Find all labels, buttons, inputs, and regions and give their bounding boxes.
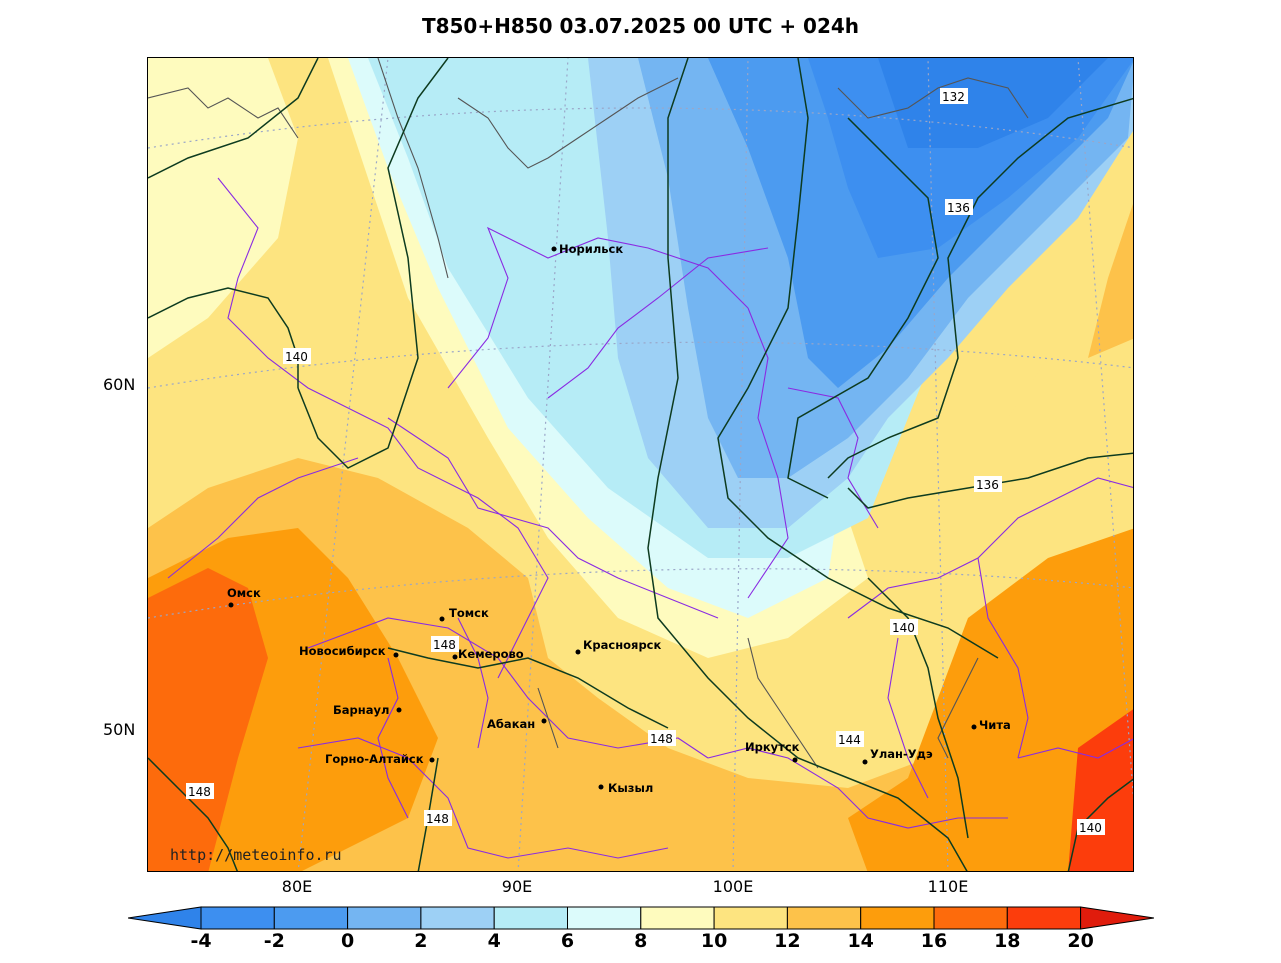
map-area: 132 136 140 136 140 148 148 144 148 148 … <box>147 57 1134 872</box>
contour-label: 148 <box>650 732 673 746</box>
colorbar-segment <box>347 906 422 930</box>
city-label-gorno-altaysk: Горно-Алтайск <box>325 752 424 766</box>
field-16-18-east <box>848 528 1133 871</box>
colorbar-tick-label: 16 <box>920 930 948 952</box>
source-url: http://meteoinfo.ru <box>170 846 342 864</box>
contour-label: 140 <box>892 621 915 635</box>
contour-label: 136 <box>976 478 999 492</box>
city-marker-kyzyl <box>598 784 604 790</box>
city-label-krasnoyarsk: Красноярск <box>583 638 661 652</box>
colorbar-segment <box>567 906 642 930</box>
weather-map: 132 136 140 136 140 148 148 144 148 148 … <box>148 58 1133 871</box>
colorbar-segment <box>786 906 862 930</box>
city-marker-ulan-ude <box>862 759 868 765</box>
contour-label: 148 <box>433 638 456 652</box>
colorbar-segment <box>860 906 935 930</box>
field-nw-pale <box>148 58 298 358</box>
city-marker-krasnoyarsk <box>575 649 581 655</box>
lat-label-60n: 60N <box>103 375 136 394</box>
city-marker-abakan <box>541 718 547 724</box>
city-label-kyzyl: Кызыл <box>608 781 653 795</box>
city-marker-gorno-altaysk <box>429 757 435 763</box>
colorbar-arrow-low <box>128 906 202 930</box>
city-label-abakan: Абакан <box>487 717 535 731</box>
contour-labels: 132 136 140 136 140 148 148 144 148 148 … <box>186 88 1105 835</box>
colorbar-tick-label: -4 <box>190 930 212 952</box>
city-marker-chita <box>971 724 977 730</box>
contour-label: 148 <box>188 785 211 799</box>
contour-label: 132 <box>942 90 965 104</box>
city-label-irkutsk: Иркутск <box>745 740 800 754</box>
city-marker-omsk <box>228 602 234 608</box>
colorbar-segment <box>1006 906 1082 930</box>
colorbar-tick-label: 8 <box>634 930 648 952</box>
city-marker-tomsk <box>439 616 445 622</box>
height-contours <box>148 58 1133 871</box>
lon-label-90e: 90E <box>501 877 533 896</box>
city-label-norilsk: Норильск <box>559 242 623 256</box>
colorbar-tick-label: 14 <box>847 930 874 952</box>
lon-label-110e: 110E <box>927 877 969 896</box>
city-marker-norilsk <box>551 246 557 252</box>
contour-label: 140 <box>1079 821 1102 835</box>
colorbar-segment <box>420 906 495 930</box>
city-label-chita: Чита <box>979 718 1011 732</box>
city-label-kemerovo: Кемерово <box>458 647 524 661</box>
field-18-20 <box>148 568 268 871</box>
colorbar-segment <box>200 906 275 930</box>
coastlines <box>148 58 1029 769</box>
contour-label: 136 <box>947 201 970 215</box>
colorbar-arrow-high <box>1080 906 1154 930</box>
colorbar-segment <box>493 906 569 930</box>
colorbar-tick-label: 4 <box>487 930 501 952</box>
field-minus4 <box>878 58 1108 148</box>
colorbar <box>128 906 1154 930</box>
lon-label-80e: 80E <box>281 877 313 896</box>
colorbar-segment <box>273 906 349 930</box>
field-east-orange <box>1088 203 1133 358</box>
city-label-novosibirsk: Новосибирск <box>299 644 386 658</box>
city-label-tomsk: Томск <box>449 606 489 620</box>
colorbar-tick-label: 6 <box>560 930 575 952</box>
city-marker-irkutsk <box>792 757 798 763</box>
contour-label: 144 <box>838 733 861 747</box>
lat-label-50n: 50N <box>103 720 136 739</box>
colorbar-tick-label: 18 <box>994 930 1021 952</box>
contour-label: 148 <box>426 812 449 826</box>
lon-label-100e: 100E <box>712 877 754 896</box>
city-marker-novosibirsk <box>393 652 399 658</box>
map-title: T850+H850 03.07.2025 00 UTC + 024h <box>421 14 860 38</box>
colorbar-segment <box>640 906 715 930</box>
contour-label: 140 <box>285 350 308 364</box>
colorbar-tick-label: 12 <box>774 930 801 952</box>
colorbar-segment <box>713 906 788 930</box>
colorbar-tick-label: 2 <box>414 930 428 952</box>
colorbar-tick-label: 10 <box>700 930 728 952</box>
colorbar-segment <box>933 906 1008 930</box>
admin-boundaries <box>167 177 1133 859</box>
colorbar-tick-label: 20 <box>1067 930 1094 952</box>
cities: Норильск Омск Томск Новосибирск Кемерово… <box>227 242 1011 795</box>
colorbar-tick-label: 0 <box>340 930 355 952</box>
city-label-barnaul: Барнаул <box>333 703 389 717</box>
city-label-omsk: Омск <box>227 586 261 600</box>
city-label-ulan-ude: Улан-Удэ <box>870 747 933 761</box>
field-east-yellow <box>948 152 1133 518</box>
city-marker-barnaul <box>396 707 402 713</box>
city-marker-kemerovo <box>452 654 458 660</box>
colorbar-tick-label: -2 <box>263 930 285 952</box>
